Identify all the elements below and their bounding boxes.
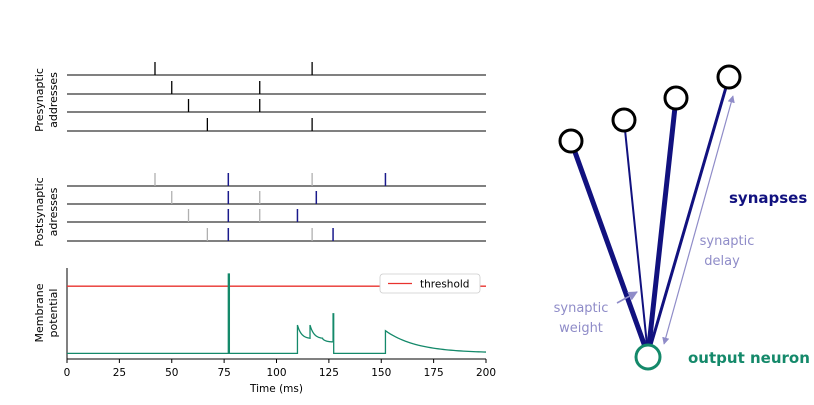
- synapse-2: [623, 119, 649, 356]
- synapses-label: synapses: [729, 189, 807, 207]
- neuron-diagram: synapses synaptic delay synaptic weight …: [554, 64, 810, 371]
- legend-box: [379, 273, 481, 294]
- post-ylabel-line1: Postsynaptic: [33, 177, 46, 246]
- legend: threshold: [379, 273, 481, 294]
- synapse-1: [568, 138, 651, 358]
- membrane-trace: [67, 273, 487, 355]
- x-tick-label: 75: [217, 367, 230, 379]
- post-ylabel-line2: adresses: [47, 187, 60, 236]
- synaptic-delay-label-line2: delay: [704, 254, 740, 269]
- output-neuron-label: output neuron: [688, 349, 810, 367]
- synaptic-delay-arrow: [662, 95, 735, 345]
- mem-xlabel: Time (ms): [249, 383, 303, 395]
- synaptic-weight-label-line1: synaptic: [554, 301, 609, 316]
- pre-ylabel-line1: Presynaptic: [33, 68, 46, 132]
- legend-threshold-label: threshold: [420, 279, 469, 291]
- postsynaptic-raster: Postsynaptic adresses: [33, 173, 486, 247]
- mem-ylabel-line1: Membrane: [33, 283, 46, 342]
- presynaptic-raster: Presynaptic addresses: [33, 62, 486, 132]
- x-tick-label: 100: [266, 367, 286, 379]
- input-neuron-3: [663, 85, 689, 111]
- synaptic-delay-label-line1: synaptic: [700, 234, 755, 249]
- pre-ylabel-line2: addresses: [47, 72, 60, 128]
- x-tick-label: 175: [424, 367, 444, 379]
- x-tick-label: 150: [371, 367, 391, 379]
- x-tick-label: 25: [113, 367, 126, 379]
- x-tick-label: 50: [165, 367, 178, 379]
- synaptic-weight-label-line2: weight: [559, 321, 603, 336]
- x-tick-label: 125: [319, 367, 339, 379]
- mem-ylabel-line2: potential: [47, 289, 60, 338]
- synapse-4: [646, 75, 731, 357]
- input-neuron-1: [558, 128, 584, 154]
- x-tick-label: 200: [476, 367, 496, 379]
- input-neuron-4: [716, 64, 742, 90]
- synaptic-weight-arrow: [616, 291, 638, 304]
- output-neuron: [634, 343, 662, 371]
- input-neuron-2: [611, 107, 637, 133]
- membrane-potential-plot: Membrane potential 0 25 50 75 100 125 150 175 20…: [33, 268, 496, 395]
- x-tick-label: 0: [64, 367, 71, 379]
